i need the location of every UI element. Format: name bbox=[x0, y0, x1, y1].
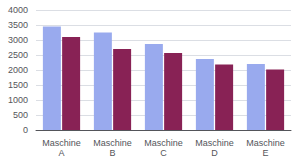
svg-text:1500: 1500 bbox=[8, 80, 28, 90]
svg-text:1000: 1000 bbox=[8, 95, 28, 105]
svg-text:Maschine: Maschine bbox=[195, 138, 234, 148]
svg-text:D: D bbox=[211, 148, 218, 158]
svg-text:A: A bbox=[58, 148, 64, 158]
svg-text:Maschine: Maschine bbox=[93, 138, 132, 148]
svg-text:3500: 3500 bbox=[8, 20, 28, 30]
svg-text:C: C bbox=[160, 148, 167, 158]
svg-text:Maschine: Maschine bbox=[144, 138, 183, 148]
svg-text:Maschine: Maschine bbox=[246, 138, 285, 148]
svg-text:0: 0 bbox=[23, 125, 28, 135]
svg-text:Maschine: Maschine bbox=[42, 138, 81, 148]
svg-text:2500: 2500 bbox=[8, 50, 28, 60]
svg-text:500: 500 bbox=[13, 110, 28, 120]
svg-text:2000: 2000 bbox=[8, 65, 28, 75]
svg-text:4000: 4000 bbox=[8, 5, 28, 15]
svg-text:3000: 3000 bbox=[8, 35, 28, 45]
svg-text:E: E bbox=[262, 148, 268, 158]
svg-text:B: B bbox=[109, 148, 115, 158]
